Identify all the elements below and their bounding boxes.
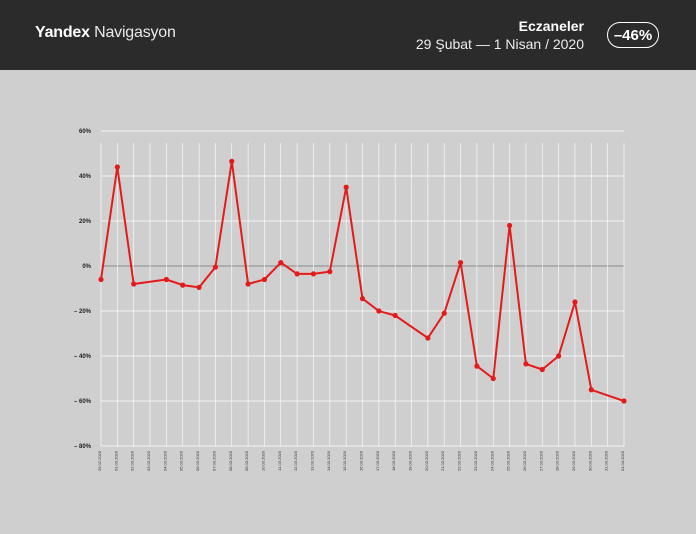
y-tick-label: 40% [79,174,92,180]
data-point [327,269,333,275]
data-point [457,260,464,266]
x-tick-label: 23.03.2020 [473,450,478,471]
x-tick-label: 16.03.2020 [359,450,364,471]
y-axis: 60% 40% 20% 0% – 20% – 40% – 60% – 80% [74,129,92,450]
x-tick-label: 28.03.2020 [555,450,560,471]
data-point [588,387,594,393]
y-tick-label: – 40% [74,354,92,360]
data-point [539,366,545,373]
x-tick-label: 03.03.2020 [146,450,151,471]
data-point [196,284,202,290]
data-point [278,260,284,266]
data-point [392,312,398,319]
y-tick-label: 0% [82,264,91,270]
y-tick-label: 60% [79,129,92,135]
data-point [212,264,219,270]
x-tick-label: 30.03.2020 [587,450,592,471]
date-range: 29 Şubat — 1 Nisan / 2020 [415,36,584,52]
line-chart: 60% 40% 20% 0% – 20% – 40% – 60% – 80% 29.02.20… [74,129,627,471]
brand-product: Navigasyon [94,24,176,41]
data-point [310,271,317,277]
data-point [523,361,529,367]
data-point [114,164,120,170]
chart-title: Eczaneler [518,18,584,34]
x-tick-label: 04.03.2020 [162,450,167,471]
series-layer [98,158,627,404]
brand-logo: Yandex Navigasyon [35,24,176,42]
data-point [441,310,447,316]
data-point [572,299,578,305]
x-tick-label: 29.03.2020 [571,450,576,471]
x-tick-label: 17.03.2020 [375,450,380,471]
data-point [180,282,186,288]
change-badge: –46% [607,22,659,48]
x-tick-label: 01.03.2020 [113,450,118,471]
data-point [425,335,431,341]
x-tick-label: 22.03.2020 [457,450,462,471]
chart-grid [100,130,625,447]
data-point [163,276,169,283]
x-tick-label: 09.03.2020 [244,450,249,471]
x-tick-label: 21.03.2020 [440,450,445,471]
x-tick-label: 19.03.2020 [408,450,413,471]
brand-name: Yandex [35,24,90,41]
x-tick-label: 15.03.2020 [342,450,347,471]
data-point [245,281,251,287]
x-tick-label: 25.03.2020 [506,450,511,471]
chart-heading: Eczaneler 29 Şubat — 1 Nisan / 2020 [416,17,584,53]
data-point [229,158,235,164]
x-tick-label: 18.03.2020 [391,450,396,471]
x-tick-label: 31.03.2020 [604,450,609,471]
x-tick-label: 08.03.2020 [228,450,233,471]
x-tick-label: 11.03.2020 [277,450,282,470]
data-point [359,296,366,302]
y-tick-label: – 80% [74,444,92,450]
x-tick-label: 13.03.2020 [309,450,314,471]
x-tick-label: 20.03.2020 [424,450,429,471]
x-tick-label: 29.02.2020 [97,450,102,471]
x-tick-label: 27.03.2020 [538,450,543,471]
x-axis: 29.02.2020 01.03.2020 02.03.2020 03.03.2020… [97,450,625,471]
x-tick-label: 12.03.2020 [293,450,298,471]
data-point [98,276,104,283]
data-point [131,281,137,287]
data-point [474,363,480,369]
y-tick-label: 20% [79,219,92,225]
data-point [376,308,382,314]
data-point [506,222,513,229]
data-point [343,184,349,190]
y-tick-label: – 20% [74,309,92,315]
data-point [621,398,627,404]
x-tick-label: 01.04.2020 [620,450,625,471]
x-tick-label: 10.03.2020 [260,450,265,471]
x-tick-label: 26.03.2020 [522,450,527,471]
data-point [556,353,562,359]
x-tick-label: 02.03.2020 [130,450,135,471]
data-point [490,375,496,382]
data-point [294,271,300,277]
y-tick-label: – 60% [74,399,92,405]
x-tick-label: 06.03.2020 [195,450,200,471]
x-tick-label: 07.03.2020 [211,450,216,471]
x-tick-label: 14.03.2020 [326,450,331,471]
app-header: Yandex Navigasyon Eczaneler 29 Şubat — 1… [0,0,696,70]
x-tick-label: 24.03.2020 [489,450,494,471]
x-tick-label: 05.03.2020 [179,450,184,471]
data-point [261,276,268,283]
